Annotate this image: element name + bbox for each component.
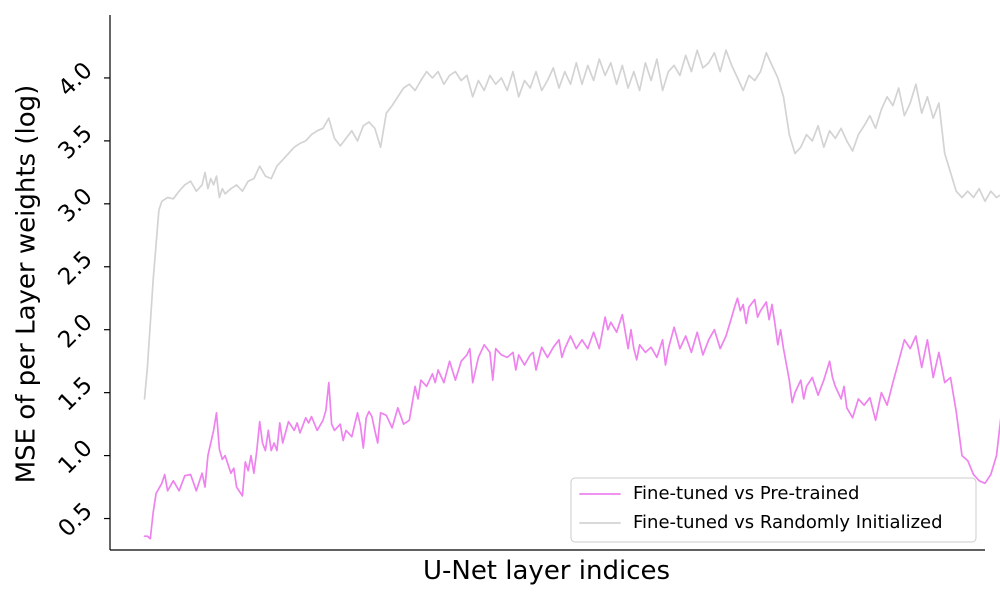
y-tick-label: 2.0 [54,309,98,353]
y-axis-title: MSE of per Layer weights (log) [12,85,42,484]
y-tick-label: 2.5 [54,246,98,290]
x-axis-title: U-Net layer indices [423,556,670,586]
legend-label-fine-tuned-vs-randomly-initialized: Fine-tuned vs Randomly Initialized [633,512,943,533]
legend-label-fine-tuned-vs-pre-trained: Fine-tuned vs Pre-trained [633,483,859,504]
y-tick-label: 4.0 [54,57,98,101]
plot-series [143,49,1000,540]
y-axis-ticks: 0.5 1.0 1.5 2.0 2.5 3.0 3.5 4.0 [54,57,110,542]
legend: Fine-tuned vs Pre-trained Fine-tuned vs … [570,477,977,543]
y-tick-label: 1.0 [54,435,98,479]
y-tick-label: 0.5 [54,498,98,542]
legend-box [570,477,977,543]
y-tick-label: 1.5 [54,372,98,416]
series-line-fine-tuned-vs-randomly-initialized [143,49,1000,400]
y-tick-label: 3.0 [54,183,98,227]
series-line-fine-tuned-vs-pre-trained [143,297,1000,540]
y-tick-label: 3.5 [54,120,98,164]
